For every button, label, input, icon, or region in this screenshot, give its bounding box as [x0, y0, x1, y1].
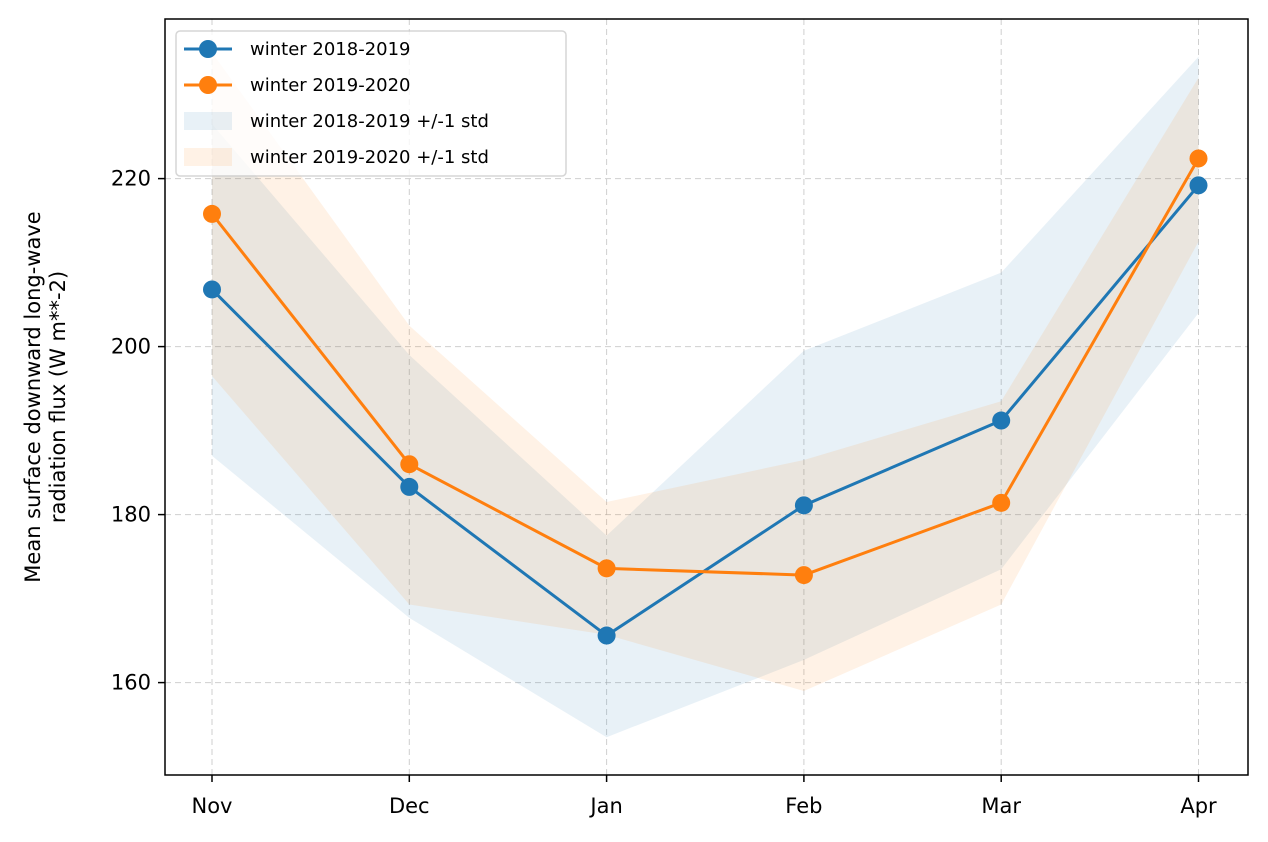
x-tick-label: Dec	[389, 794, 430, 818]
y-tick-label: 220	[111, 167, 151, 191]
data-point-2-apr	[1189, 149, 1208, 168]
std-band-2	[212, 52, 1199, 692]
data-point-2-nov	[203, 204, 221, 223]
legend-band-swatch	[184, 112, 232, 130]
legend-label: winter 2018-2019	[250, 39, 411, 60]
legend-box	[175, 30, 567, 177]
data-point-2-feb	[794, 566, 813, 585]
axis-ticks	[158, 177, 1200, 782]
legend: winter 2018-2019 winter 2019-2020 winter 2…	[175, 30, 567, 177]
data-point-1-jan	[597, 626, 616, 645]
plot-frame	[164, 18, 1249, 776]
data-point-1-nov	[203, 280, 221, 299]
y-tick-label: 160	[111, 671, 151, 695]
data-point-1-feb	[794, 496, 813, 515]
data-point-1-mar	[992, 411, 1011, 430]
legend-label: winter 2019-2020	[250, 75, 411, 96]
std-bands	[212, 52, 1199, 738]
x-tick-label: Mar	[981, 794, 1021, 818]
data-point-2-mar	[992, 493, 1011, 512]
y-tick-label: 200	[111, 335, 151, 359]
series-markers	[203, 149, 1208, 645]
legend-band-swatch	[184, 148, 232, 166]
data-point-1-dec	[400, 477, 419, 496]
std-band-1	[212, 56, 1199, 738]
series-lines	[210, 157, 1200, 638]
grid-lines	[165, 19, 1248, 775]
legend-label: winter 2019-2020 +/-1 std	[250, 147, 489, 168]
legend-marker-swatch	[199, 40, 217, 58]
legend-label: winter 2018-2019 +/-1 std	[250, 111, 489, 132]
x-tick-label: Jan	[588, 794, 622, 818]
y-axis-title-line: radiation flux (W m**-2)	[46, 271, 70, 523]
y-tick-label: 180	[111, 503, 151, 527]
y-axis-title-line: Mean surface downward long-wave	[21, 211, 45, 582]
axis-tick-labels: Nov Dec Jan Feb Mar Apr 160 180 200 220	[111, 167, 1217, 818]
x-tick-label: Apr	[1180, 794, 1217, 818]
data-point-2-jan	[597, 559, 616, 578]
series-line-2	[210, 157, 1200, 577]
x-tick-label: Nov	[192, 794, 233, 818]
y-axis-title: Mean surface downward long-waveradiation…	[21, 211, 70, 582]
legend-marker-swatch	[199, 76, 217, 94]
data-point-1-apr	[1189, 176, 1208, 195]
data-point-2-dec	[400, 455, 419, 474]
x-tick-label: Feb	[785, 794, 822, 818]
